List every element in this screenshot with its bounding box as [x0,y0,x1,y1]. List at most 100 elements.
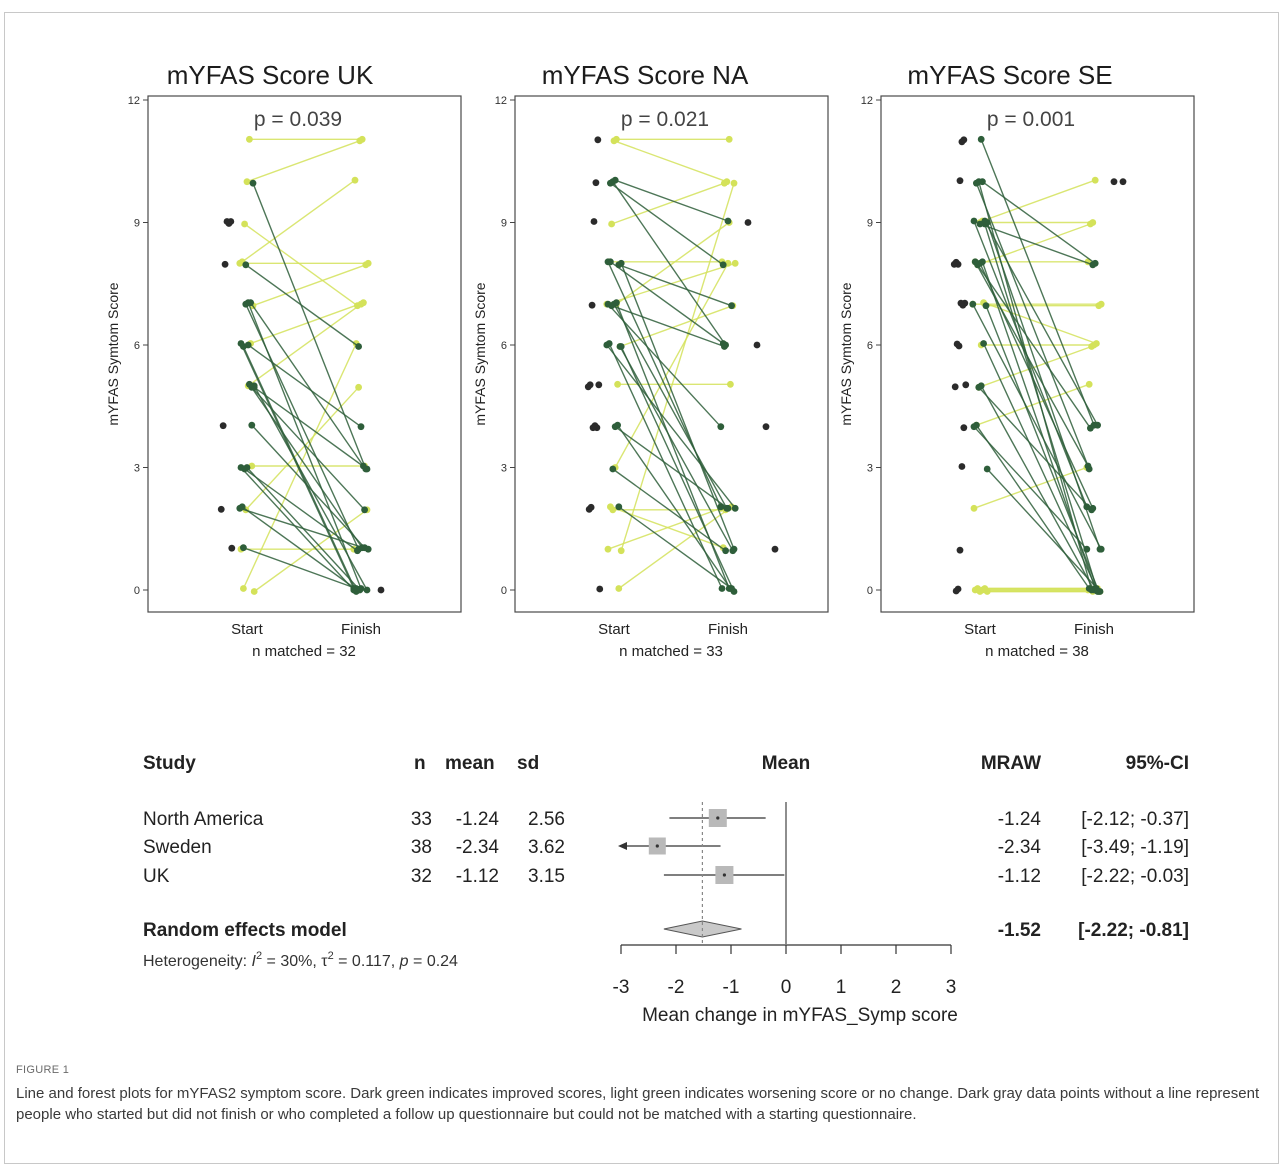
worsened-line [611,182,725,225]
worsened-line [252,264,367,307]
finish-point [717,423,725,431]
worsened-line [253,509,368,593]
improved-line [608,343,723,589]
y-tick-label: 3 [501,463,507,475]
finish-point [355,343,362,350]
x-tick-label: Finish [341,621,381,638]
unmatched-finish-point [1119,178,1127,186]
start-point [604,545,612,553]
forest-mean: -1.12 [456,866,499,887]
unmatched-start-point [592,179,600,187]
y-tick-label: 6 [867,340,873,352]
improved-line [244,468,358,552]
y-tick-label: 0 [501,585,507,597]
improved-line [606,344,736,509]
start-point [244,341,252,349]
forest-x-tick-label: -1 [723,977,740,998]
unmatched-start-point [952,587,960,595]
panel-2: mYFAS Score NA 0 3 6 9 12 mYFAS Symtom Score p … [472,60,829,660]
unmatched-finish-point [762,423,770,431]
unmatched-start-point [223,218,231,225]
forest-n: 33 [411,809,432,830]
improved-line [243,547,357,590]
start-point [246,135,253,143]
finish-point [354,547,361,555]
start-point [250,588,258,595]
worsened-line [977,223,1091,266]
finish-point [363,586,371,594]
forest-plot: Study n mean sd Mean MRAW 95%-CI North America 3… [143,753,1189,1026]
n-matched-label: n matched = 38 [985,643,1089,660]
forest-study-name: UK [143,866,170,887]
unmatched-start-point [585,505,593,513]
finish-point [1087,424,1094,432]
forest-ci: [-2.12; -0.37] [1081,809,1189,830]
improved-line [982,343,1098,589]
forest-ci-arrow [618,842,627,850]
forest-model-label: Random effects model [143,920,347,941]
finish-point [1088,506,1095,514]
finish-point [721,179,728,187]
unmatched-start-point [596,585,604,593]
forest-sd: 3.62 [528,837,565,858]
panel-title: mYFAS Score NA [542,60,749,90]
finish-point [719,261,727,269]
start-point [604,300,612,308]
forest-study-name: North America [143,809,264,830]
p-value: p = 0.001 [987,108,1075,131]
improved-line [977,264,1091,429]
finish-point [1097,545,1105,553]
unmatched-start-point [960,424,968,432]
worsened-line [615,221,730,305]
improved-line [247,344,362,428]
forest-model-mraw: -1.52 [998,920,1041,941]
start-point [614,380,621,388]
panel-1: mYFAS Score UK 0 3 6 9 12 mYFAS Symtom Score p … [105,60,462,660]
finish-point [356,137,364,145]
start-point [236,504,244,512]
worsened-line [607,507,722,550]
y-tick-label: 3 [134,463,140,475]
improved-line [618,264,732,307]
unmatched-start-point [956,546,964,554]
improved-line [250,302,364,467]
y-tick-label: 12 [495,95,507,107]
unmatched-start-point [221,260,229,268]
finish-point [724,217,732,225]
forest-x-tick-label: 3 [946,977,957,998]
figure-frame [4,12,1279,1164]
improved-line [251,424,366,549]
worsened-line [613,140,728,183]
improved-line [618,506,733,590]
improved-line [980,139,1095,426]
forest-ci: [-3.49; -1.19] [1081,837,1189,858]
improved-line [614,426,729,509]
unmatched-finish-point [1110,178,1118,186]
start-point [615,503,623,511]
forest-n: 38 [411,837,432,858]
finish-point [729,547,737,555]
finish-point [728,302,735,310]
forest-ci: [-2.22; -0.03] [1081,866,1189,887]
start-point [979,178,986,186]
panel-title: mYFAS Score UK [167,60,374,90]
finish-point [730,179,738,187]
start-point [243,178,251,186]
improved-line [973,220,1088,508]
improved-line [978,386,1093,511]
n-matched-label: n matched = 33 [619,643,723,660]
panel-border [880,95,1195,613]
finish-point [1087,220,1094,228]
improved-line [984,220,1099,426]
unmatched-start-point [219,422,227,430]
worsened-line [241,179,356,263]
improved-line [975,182,1090,470]
improved-line [239,507,369,550]
y-axis-label: mYFAS Symtom Score [838,282,854,425]
finish-point [1094,421,1101,429]
x-tick-label: Start [598,621,631,638]
improved-line [620,263,735,550]
worsened-line [982,179,1096,222]
start-point [237,464,245,471]
finish-point [355,383,362,391]
